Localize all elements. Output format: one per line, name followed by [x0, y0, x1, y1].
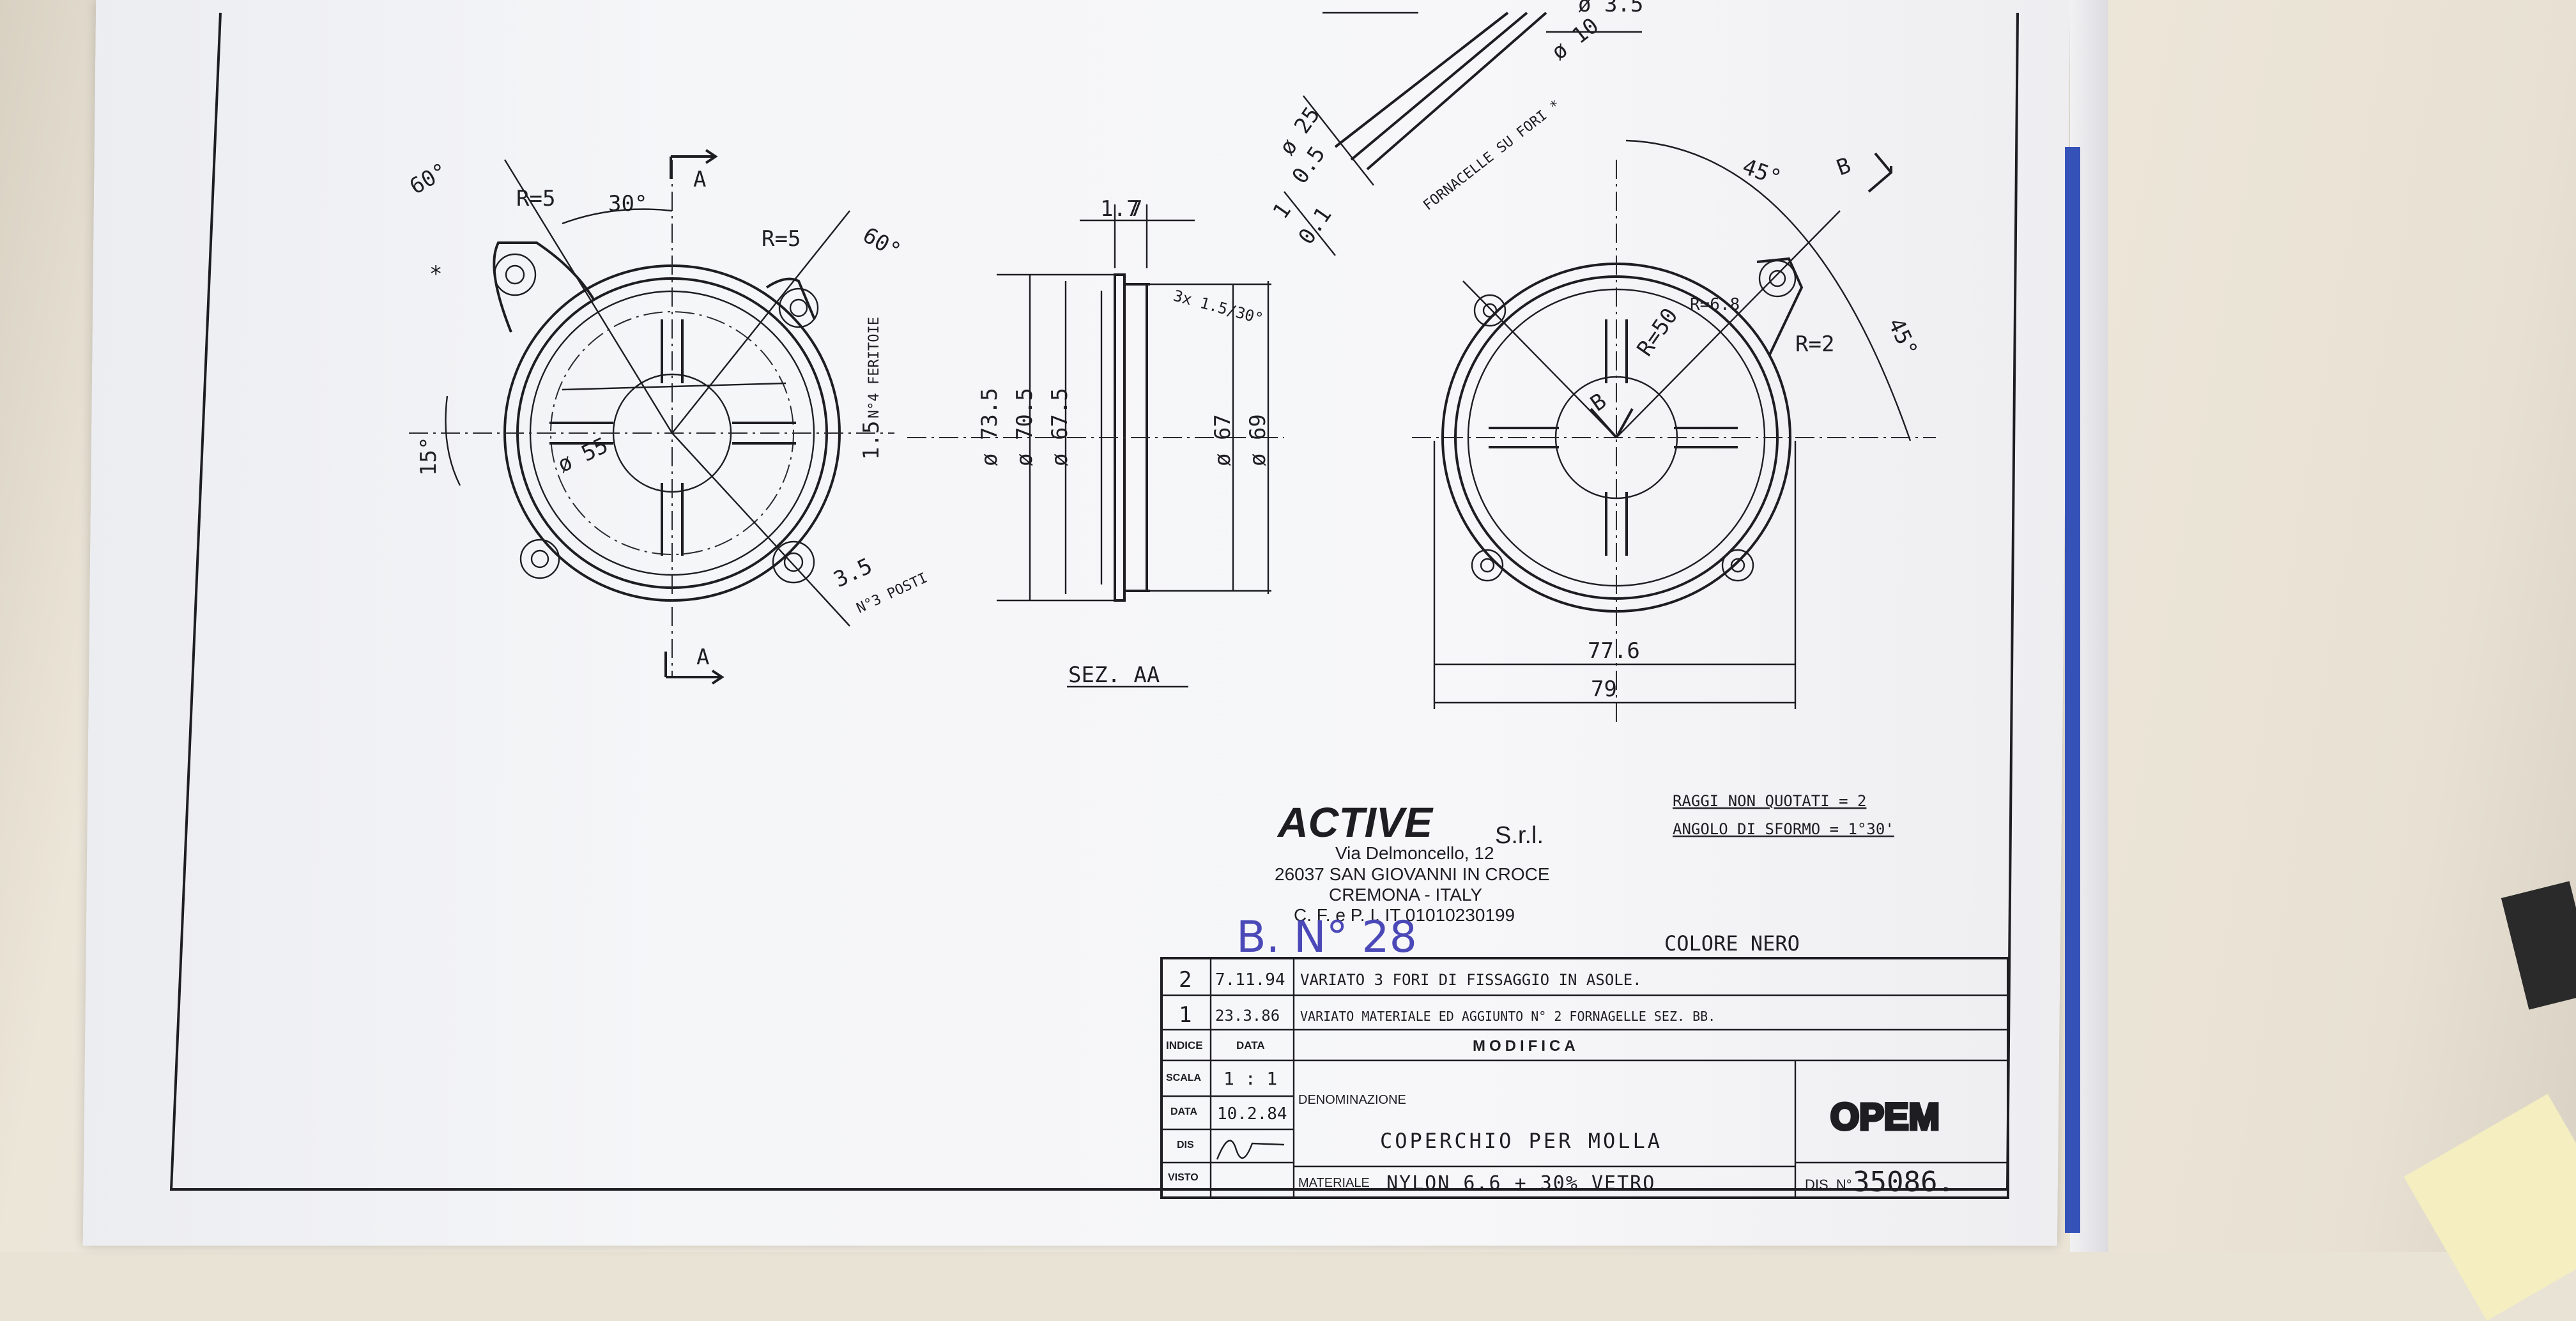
- dim-front-4: 60°: [859, 222, 905, 264]
- scala-value: 1 : 1: [1223, 1068, 1277, 1089]
- dim-front-7: ø 55: [554, 432, 612, 478]
- dim-front-3: R=5: [762, 226, 801, 252]
- scala-label: SCALA: [1166, 1073, 1202, 1083]
- dim-detail-5: ø 10: [1547, 13, 1604, 65]
- drawing-border: [169, 12, 2019, 1191]
- dim-rear-5: 77.6: [1588, 638, 1640, 664]
- cut-a-top-label: A: [693, 167, 706, 192]
- rev-0-text: VARIATO 3 FORI DI FISSAGGIO IN ASOLE.: [1300, 971, 1642, 989]
- dim-rear-4: R=2: [1795, 332, 1834, 357]
- cut-b-label: B: [1833, 153, 1854, 181]
- opem-logo: OPEM: [1830, 1096, 1940, 1138]
- dis-no-label: DIS. N°: [1805, 1177, 1852, 1193]
- denominazione-label: DENOMINAZIONE: [1298, 1093, 1406, 1107]
- cut-b-inner-label: B: [1586, 388, 1611, 417]
- note-angolo: ANGOLO DI SFORMO = 1°30': [1673, 820, 1894, 838]
- dim-section-4: ø 67.5: [1047, 388, 1073, 466]
- company-address3: CREMONA - ITALY: [1329, 885, 1482, 905]
- dim-front-0: 60°: [406, 158, 452, 199]
- rev-1-index: 1: [1179, 1002, 1192, 1028]
- dim-section-0: 1.7: [1100, 196, 1139, 222]
- dim-section-2: ø 73.5: [977, 388, 1002, 466]
- denominazione-value: COPERCHIO PER MOLLA: [1380, 1129, 1662, 1153]
- data-label: DATA: [1236, 1039, 1265, 1051]
- dim-rear-3: R=6.8: [1690, 295, 1740, 314]
- dim-detail-6: ø 3.5: [1578, 0, 1643, 17]
- dim-section-1: 7: [1130, 196, 1142, 222]
- dim-front-1: R=5: [516, 186, 555, 211]
- company-address2: 26037 SAN GIOVANNI IN CROCE: [1275, 864, 1550, 884]
- dim-section-6: ø 69: [1245, 414, 1271, 466]
- dim-front-8: 1.5: [859, 421, 884, 460]
- title-block: [1160, 957, 2009, 1199]
- date-label: DATA: [1170, 1106, 1198, 1117]
- batch-number: B. N° 28: [1236, 912, 1417, 963]
- dim-rear-0: 45°: [1739, 154, 1784, 192]
- indice-label: INDICE: [1166, 1039, 1203, 1051]
- dim-detail-3: 0.1: [1294, 202, 1337, 249]
- rev-0-date: 7.11.94: [1215, 970, 1285, 989]
- front-view: [409, 149, 894, 685]
- dim-rear-2: R=50: [1632, 303, 1683, 361]
- modifica-label: MODIFICA: [1473, 1037, 1579, 1055]
- note-raggi: RAGGI NON QUOTATI = 2: [1673, 792, 1866, 810]
- dim-section-3: ø 70.5: [1012, 388, 1038, 466]
- cut-a-bottom-label: A: [696, 645, 709, 670]
- company-suffix: S.r.l.: [1495, 822, 1544, 849]
- rear-view: [1412, 139, 1936, 722]
- materiale-label: MATERIALE: [1298, 1176, 1370, 1190]
- dim-rear-6: 79: [1591, 676, 1617, 702]
- company-address1: Via Delmoncello, 12: [1335, 843, 1494, 863]
- section-view: [907, 204, 1284, 688]
- signature: [1216, 1140, 1285, 1160]
- rev-1-date: 23.3.86: [1215, 1007, 1280, 1025]
- visto-label: VISTO: [1168, 1172, 1199, 1183]
- dim-front-9: 3.5: [830, 553, 877, 593]
- blue-binder-edge: [2065, 147, 2080, 1233]
- date-value: 10.2.84: [1217, 1104, 1287, 1124]
- company-name: ACTIVE: [1276, 798, 1434, 846]
- rev-1-text: VARIATO MATERIALE ED AGGIUNTO N° 2 FORNA…: [1300, 1009, 1715, 1024]
- dim-rear-1: 45°: [1883, 314, 1922, 361]
- note-colore: COLORE NERO: [1664, 931, 1800, 956]
- detail-view: [1284, 11, 1642, 256]
- dim-section-5: ø 67: [1210, 414, 1236, 466]
- section-label: SEZ. AA: [1068, 662, 1160, 688]
- dim-section-7: 3x 1.5/30°: [1171, 287, 1265, 328]
- dim-front-6: 15°: [416, 437, 441, 476]
- dim-front-11: *: [429, 261, 442, 287]
- dim-detail-4: FORNACELLE SU FORI *: [1420, 97, 1563, 214]
- dis-label: DIS: [1177, 1140, 1194, 1150]
- company-tax: C. F. e P. I. IT 01010230199: [1294, 905, 1515, 925]
- technical-drawing: A A 60° R=5 30° R=5 60° N°4 FERITOIE 15°…: [169, 0, 2019, 1199]
- dis-no-value: 35086.: [1853, 1166, 1954, 1198]
- materiale-value: NYLON 6.6 + 30% VETRO: [1386, 1172, 1655, 1195]
- dim-front-2: 30°: [608, 191, 647, 217]
- dim-front-5: N°4 FERITOIE: [866, 317, 882, 418]
- rev-0-index: 2: [1179, 967, 1192, 993]
